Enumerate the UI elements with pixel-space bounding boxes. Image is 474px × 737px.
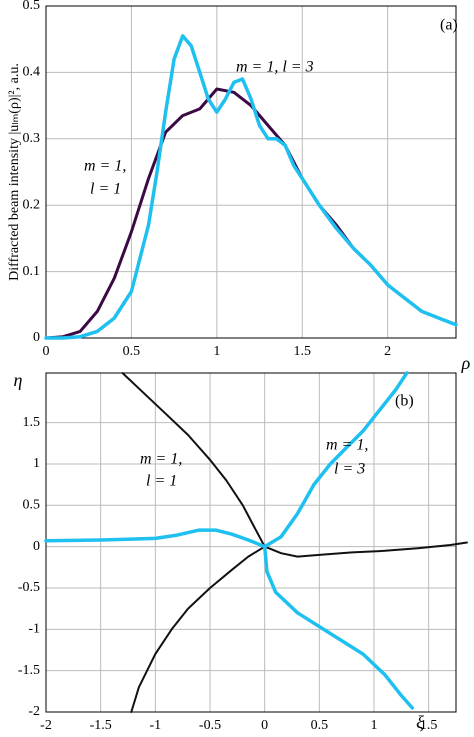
annotation: l = 1 <box>90 181 121 198</box>
x-tick-label: 2 <box>384 344 391 359</box>
y-tick-label: 0 <box>33 539 40 554</box>
annotation: m = 1, <box>326 437 368 454</box>
annotation: (b) <box>395 393 414 410</box>
data-line <box>263 541 468 558</box>
y-tick-label: -0.5 <box>18 580 40 595</box>
x-axis-label: ρ <box>461 353 471 373</box>
x-tick-label: -1.5 <box>90 718 112 733</box>
y-tick-label: 1 <box>33 456 40 471</box>
y-tick-label: 0.2 <box>23 197 41 212</box>
x-tick-label: 0 <box>261 718 268 733</box>
y-tick-label: 1.5 <box>23 415 41 430</box>
annotation: l = 1 <box>146 473 177 490</box>
data-line <box>44 87 458 340</box>
y-tick-label: -1.5 <box>18 663 40 678</box>
x-axis-label: ξ <box>416 712 424 732</box>
plot-frame <box>45 5 457 339</box>
x-tick-label: 1.5 <box>420 718 438 733</box>
y-axis-label: Diffracted beam intensity |uₗₘ(ρ)|², a.u… <box>7 63 22 281</box>
y-tick-label: -1 <box>28 622 40 637</box>
y-tick-label: 0.5 <box>23 0 41 13</box>
data-line <box>130 545 266 713</box>
x-tick-label: 0 <box>43 344 50 359</box>
y-tick-label: -2 <box>28 704 40 719</box>
data-line <box>262 544 415 710</box>
x-tick-label: 1.5 <box>294 344 312 359</box>
x-tick-label: 1 <box>371 718 378 733</box>
annotation: m = 1, <box>140 451 182 468</box>
data-line <box>44 528 267 549</box>
x-tick-label: -1 <box>149 718 161 733</box>
y-tick-label: 0.4 <box>23 65 41 80</box>
annotation: m = 1, <box>84 158 126 175</box>
x-tick-label: 0.5 <box>311 718 329 733</box>
annotation: l = 3 <box>334 461 365 478</box>
y-axis-label: η <box>14 370 23 390</box>
data-line <box>121 372 266 548</box>
y-tick-label: 0.5 <box>23 498 41 513</box>
data-line <box>262 371 409 549</box>
x-tick-label: 0.5 <box>123 344 141 359</box>
annotation: m = 1, l = 3 <box>236 59 314 76</box>
data-line <box>44 34 458 340</box>
x-tick-label: 1 <box>213 344 220 359</box>
x-tick-label: -2 <box>40 718 52 733</box>
y-tick-label: 0 <box>33 330 40 345</box>
y-tick-label: 0.3 <box>23 131 41 146</box>
x-tick-label: -0.5 <box>199 718 221 733</box>
annotation: (a) <box>440 17 458 34</box>
y-tick-label: 0.1 <box>23 264 41 279</box>
